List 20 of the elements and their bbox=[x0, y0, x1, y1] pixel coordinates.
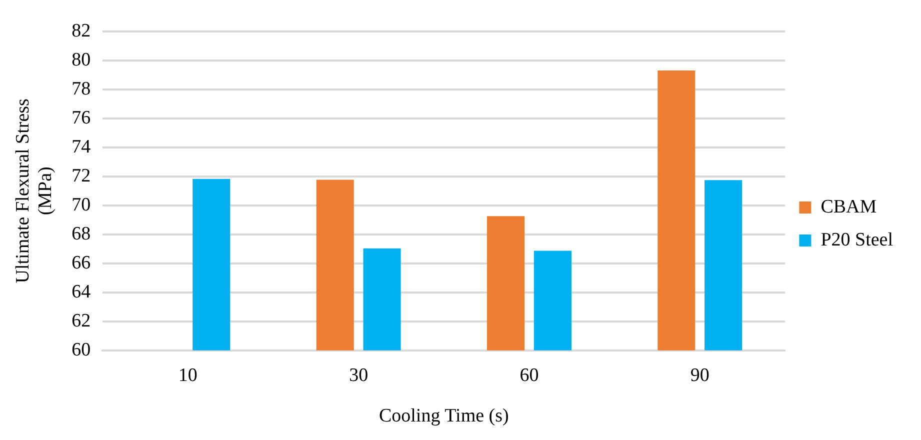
y-tick-label: 82 bbox=[72, 20, 91, 42]
y-tick-label: 60 bbox=[72, 339, 91, 360]
x-axis-title: Cooling Time (s) bbox=[378, 406, 509, 427]
y-tick-label: 76 bbox=[72, 107, 91, 128]
x-tick-label: 60 bbox=[520, 364, 539, 386]
y-tick-label: 66 bbox=[72, 252, 91, 274]
y-tick-label: 72 bbox=[72, 165, 91, 186]
y-tick-label: 74 bbox=[72, 136, 92, 158]
y-tick-label: 62 bbox=[72, 310, 91, 332]
y-tick-label: 70 bbox=[72, 194, 91, 216]
y-axis-title: Ultimate Flexural Stress (MPa) bbox=[12, 98, 56, 284]
x-tick-label: 90 bbox=[690, 364, 710, 386]
y-tick-label: 80 bbox=[72, 49, 91, 70]
x-tick-label: 30 bbox=[349, 364, 368, 386]
x-tick-label: 10 bbox=[178, 364, 198, 386]
legend-label: P20 Steel bbox=[820, 229, 894, 250]
y-tick-label: 68 bbox=[72, 223, 91, 244]
y-tick-label: 78 bbox=[72, 78, 91, 100]
legend-label: CBAM bbox=[820, 196, 877, 218]
y-tick-label: 64 bbox=[72, 281, 92, 302]
